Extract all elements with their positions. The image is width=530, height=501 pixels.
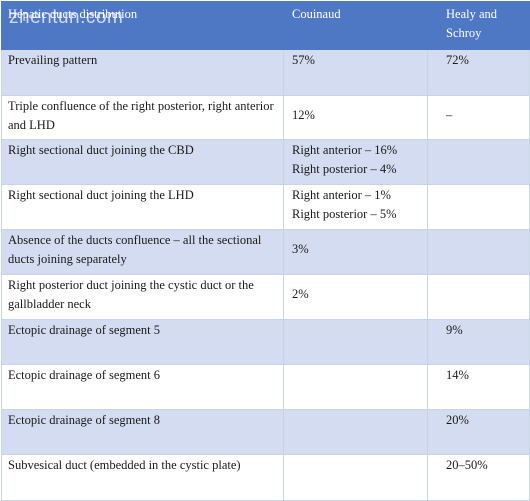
couinaud-value [283,319,428,365]
table-row: Absence of the ducts confluence – all th… [1,229,530,275]
healy-value: 9% [427,319,530,365]
table-row: Subvesical duct (embedded in the cystic … [1,454,530,501]
table-row: Right posterior duct joining the cystic … [1,274,530,320]
table-row: Ectopic drainage of segment 8 20% [1,409,530,455]
row-label-line: Ectopic drainage of segment 8 [8,413,161,427]
row-label-line: Absence of the ducts confluence – all th… [8,233,262,247]
healy-value: 20% [427,409,530,455]
couinaud-value: 3% [283,229,428,275]
table-row: Triple confluence of the right posterior… [1,95,530,140]
couinaud-value-line: Right anterior – 1% [292,188,391,202]
couinaud-value: Right anterior – 16% Right posterior – 4% [283,139,428,185]
couinaud-value-line: 2% [292,287,309,301]
healy-value: 20–50% [427,454,530,501]
couinaud-value-line: 57% [292,53,315,67]
healy-value: 72% [427,49,530,96]
row-label: Ectopic drainage of segment 8 [1,409,284,455]
row-label-line: ducts joining separately [8,252,127,266]
couinaud-value [283,364,428,410]
couinaud-value-line: 3% [292,242,309,256]
row-label: Absence of the ducts confluence – all th… [1,229,284,275]
row-label-line: Right sectional duct joining the CBD [8,143,194,157]
healy-value [427,229,530,275]
couinaud-value: 57% [283,49,428,96]
couinaud-value-line: Right posterior – 4% [292,162,397,176]
row-label-line: Ectopic drainage of segment 6 [8,368,161,382]
table-row: Ectopic drainage of segment 5 9% [1,319,530,365]
row-label-line: Prevailing pattern [8,53,98,67]
couinaud-value: 12% [283,95,428,140]
header-healy-and-schroy: Healy and Schroy [427,1,530,50]
row-label: Subvesical duct (embedded in the cystic … [1,454,284,501]
healy-value-line: 9% [446,323,463,337]
row-label: Ectopic drainage of segment 5 [1,319,284,365]
row-label-line: Subvesical duct (embedded in the cystic … [8,458,241,472]
header-row: Hepatic ducts distribution Couinaud Heal… [1,1,530,50]
row-label: Prevailing pattern [1,49,284,96]
couinaud-value: 2% [283,274,428,320]
row-label-line: gallbladder neck [8,297,91,311]
table-row: Right sectional duct joining the CBD Rig… [1,139,530,185]
healy-value [427,274,530,320]
row-label: Ectopic drainage of segment 6 [1,364,284,410]
healy-value-line: 20% [446,413,469,427]
couinaud-value-line: Right posterior – 5% [292,207,397,221]
row-label: Right sectional duct joining the LHD [1,184,284,230]
healy-value-line: 72% [446,53,469,67]
row-label-line: Right posterior duct joining the cystic … [8,278,254,292]
couinaud-value: Right anterior – 1% Right posterior – 5% [283,184,428,230]
healy-value-line: – [446,108,453,122]
healy-value [427,184,530,230]
healy-value-line: 14% [446,368,469,382]
table-row: Right sectional duct joining the LHD Rig… [1,184,530,230]
couinaud-value-line: Right anterior – 16% [292,143,398,157]
couinaud-value-line: 12% [292,108,315,122]
header-couinaud: Couinaud [283,1,428,50]
healy-value: – [427,95,530,140]
row-label-line: and LHD [8,118,55,132]
row-label-line: Triple confluence of the right posterior… [8,99,274,113]
couinaud-value [283,454,428,501]
couinaud-value [283,409,428,455]
row-label-line: Ectopic drainage of segment 5 [8,323,161,337]
healy-value-line: 20–50% [446,458,488,472]
header-hepatic-ducts-distribution: Hepatic ducts distribution [1,1,284,50]
table-row: Ectopic drainage of segment 6 14% [1,364,530,410]
healy-value [427,139,530,185]
row-label: Right posterior duct joining the cystic … [1,274,284,320]
healy-value: 14% [427,364,530,410]
row-label: Right sectional duct joining the CBD [1,139,284,185]
table-row: Prevailing pattern 57% 72% [1,49,530,96]
row-label-line: Right sectional duct joining the LHD [8,188,194,202]
row-label: Triple confluence of the right posterior… [1,95,284,140]
